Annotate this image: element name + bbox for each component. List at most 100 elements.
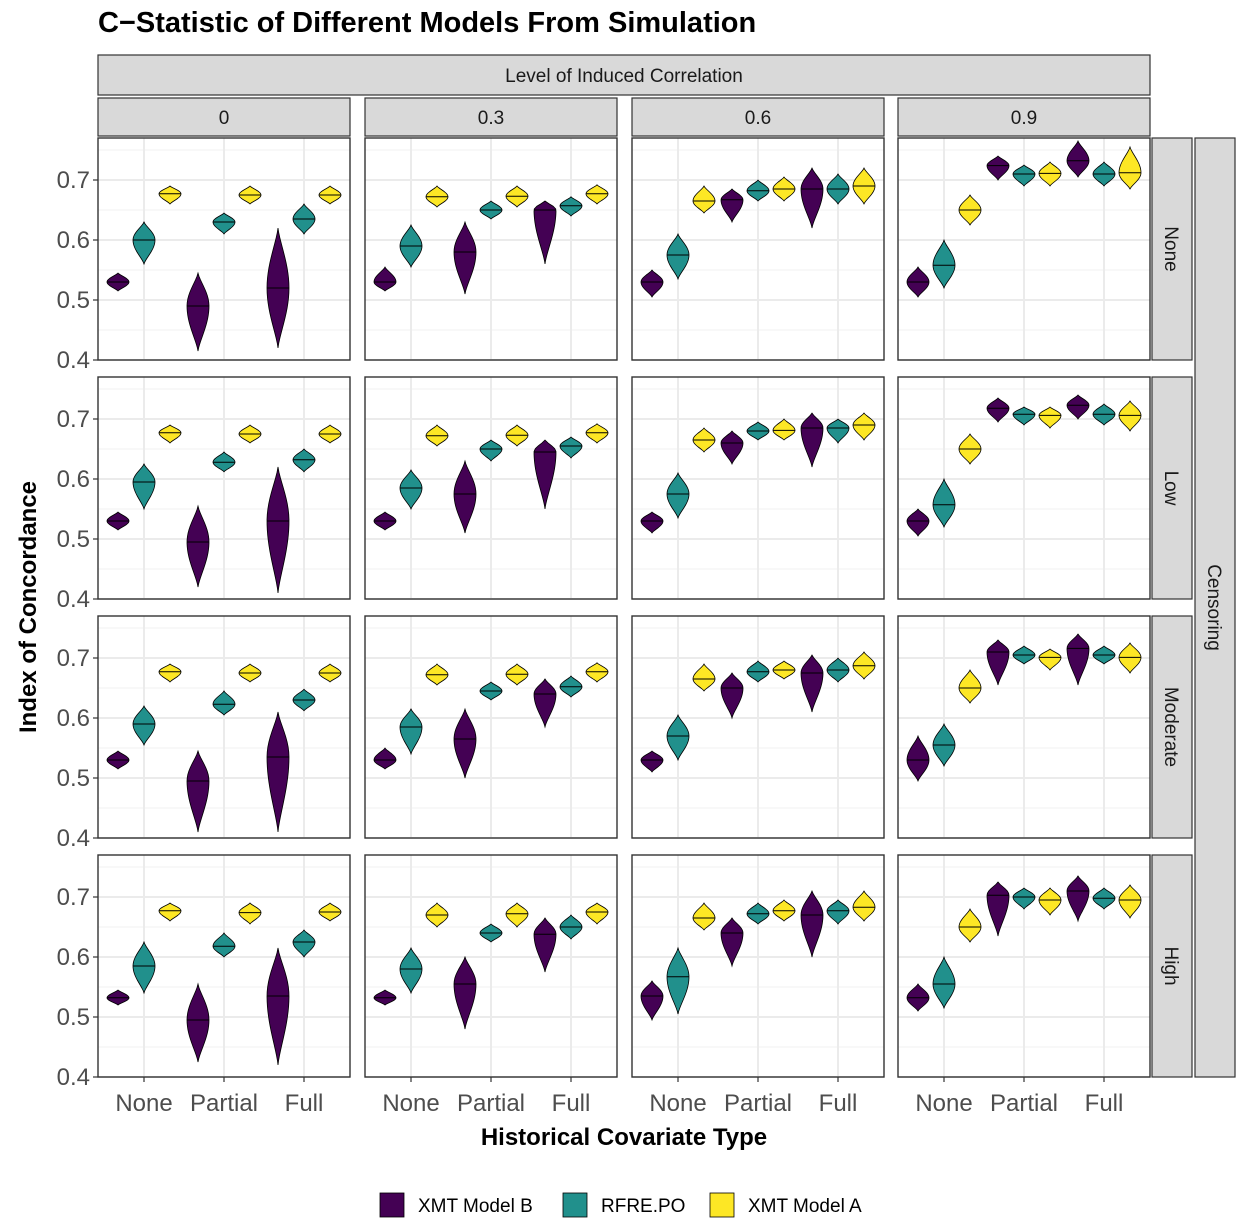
violin	[453, 955, 477, 1030]
violin	[585, 902, 609, 925]
x-axis-title: Historical Covariate Type	[481, 1124, 767, 1151]
violin	[132, 940, 156, 995]
violin	[1118, 884, 1142, 919]
violin	[1038, 648, 1062, 671]
violin	[640, 269, 664, 298]
violin	[640, 750, 664, 773]
violin	[158, 663, 182, 683]
panel-border	[364, 376, 618, 600]
violin	[533, 200, 557, 265]
facet-col-strip	[631, 97, 885, 137]
violin	[1066, 875, 1090, 923]
panel-border	[97, 137, 351, 361]
legend-label: RFRE.PO	[601, 1196, 685, 1217]
facet-row-label: None	[1160, 226, 1181, 271]
facet-panel	[897, 137, 1151, 361]
violin	[559, 436, 583, 459]
facet-col-strip	[364, 97, 618, 137]
y-tick-label: 0.5	[57, 287, 90, 314]
facet-col-group-label: Level of Induced Correlation	[505, 66, 743, 87]
violin	[373, 747, 397, 770]
facet-row-strip	[1151, 137, 1193, 361]
facet-col-group-strip	[97, 54, 1151, 96]
x-tick-label: Partial	[990, 1090, 1058, 1117]
violin	[932, 955, 956, 1010]
x-tick-label: None	[382, 1090, 439, 1117]
violin	[1118, 642, 1142, 674]
violin	[585, 184, 609, 205]
facet-panel: None Partial Full	[631, 854, 885, 1117]
violin	[800, 167, 824, 229]
violin	[720, 672, 744, 720]
violin	[986, 639, 1010, 686]
x-tick-label: None	[649, 1090, 706, 1117]
violin	[1012, 887, 1036, 910]
violin	[692, 185, 716, 214]
y-tick-label: 0.4	[57, 586, 90, 613]
violin	[132, 221, 156, 266]
violin	[453, 459, 477, 534]
y-tick-label: 0.6	[57, 705, 90, 732]
legend-key	[562, 1192, 588, 1218]
legend: XMT Model B RFRE.PO XMT Model A	[379, 1192, 862, 1218]
facet-panel: 0.4 0.5 0.6 0.7 None Partial Full	[57, 854, 351, 1117]
violin	[212, 690, 236, 716]
violin	[932, 477, 956, 529]
violin	[266, 466, 290, 594]
violin	[533, 678, 557, 729]
x-tick-label: Full	[819, 1090, 858, 1117]
facet-col-strip	[897, 97, 1151, 137]
violin	[958, 908, 982, 943]
panel-border	[364, 137, 618, 361]
facet-panel	[631, 137, 885, 361]
violin	[186, 982, 210, 1063]
violin	[186, 749, 210, 833]
violin	[986, 397, 1010, 423]
violin	[533, 917, 557, 973]
x-tick-label: Full	[1085, 1090, 1124, 1117]
y-tick-label: 0.5	[57, 526, 90, 553]
violin	[852, 412, 876, 441]
violin	[720, 188, 744, 224]
panel-border	[631, 376, 885, 600]
violin	[399, 469, 423, 510]
legend-key	[709, 1192, 735, 1218]
violin	[932, 238, 956, 290]
violin	[559, 196, 583, 217]
facet-panel	[364, 137, 618, 361]
violin	[1118, 145, 1142, 190]
violin	[186, 504, 210, 588]
legend-label: XMT Model B	[418, 1196, 533, 1217]
panel-border	[631, 137, 885, 361]
x-tick-label: Full	[285, 1090, 324, 1117]
violin	[212, 212, 236, 235]
violin	[666, 472, 690, 520]
violin	[266, 711, 290, 833]
facet-panel	[631, 376, 885, 600]
violin	[585, 662, 609, 683]
y-tick-label: 0.7	[57, 167, 90, 194]
y-tick-label: 0.6	[57, 944, 90, 971]
violin	[826, 899, 850, 925]
violin	[212, 932, 236, 958]
violin	[505, 902, 529, 928]
violin	[453, 220, 477, 295]
violin	[666, 714, 690, 762]
facet-row-strip	[1151, 376, 1193, 600]
violin	[1066, 633, 1090, 686]
violin	[666, 233, 690, 281]
violin	[1012, 164, 1036, 187]
violin	[399, 708, 423, 756]
chart-title: C−Statistic of Different Models From Sim…	[98, 7, 756, 39]
violin	[852, 890, 876, 922]
violin	[986, 155, 1010, 181]
violin	[132, 705, 156, 746]
x-tick-label: Partial	[724, 1090, 792, 1117]
facet-row-group-strip	[1194, 137, 1236, 1078]
x-tick-label: Full	[552, 1090, 591, 1117]
violin	[906, 508, 930, 537]
violin	[266, 947, 290, 1066]
violin	[186, 271, 210, 352]
y-tick-label: 0.7	[57, 406, 90, 433]
violin	[1038, 406, 1062, 429]
